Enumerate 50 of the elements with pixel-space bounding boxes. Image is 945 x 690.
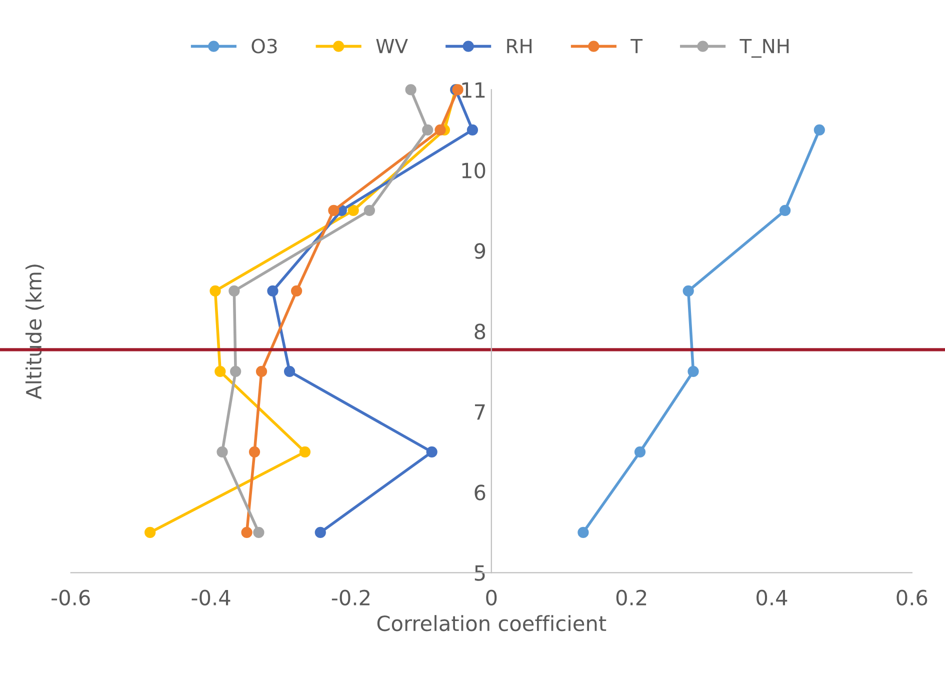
y-tick-label: 8: [474, 324, 486, 340]
x-tick-label: -0.2: [332, 590, 370, 606]
point: [248, 446, 260, 458]
x-tick-label: -0.6: [52, 590, 90, 606]
y-tick-label: 6: [474, 484, 486, 500]
y-tick-label: 9: [474, 243, 486, 259]
x-axis-title: Correlation coefficient: [377, 615, 606, 632]
point: [634, 446, 646, 458]
point: [314, 526, 326, 538]
legend-label: RH: [507, 38, 532, 54]
point: [144, 526, 156, 538]
point: [328, 204, 340, 216]
x-tick-label: 0.4: [756, 590, 788, 606]
x-tick-label: 0.6: [896, 590, 928, 606]
point: [348, 204, 359, 216]
point: [210, 285, 221, 297]
point: [814, 124, 825, 136]
y-axis-title: Altitude (km): [25, 264, 44, 400]
x-tick-label: -0.4: [192, 590, 230, 606]
point: [230, 366, 242, 378]
point: [426, 446, 438, 458]
point: [267, 285, 278, 297]
point: [284, 366, 296, 378]
point: [780, 204, 791, 216]
point: [405, 84, 416, 96]
point: [466, 124, 478, 136]
legend-label: WV: [376, 38, 408, 54]
point: [228, 285, 240, 297]
point: [256, 366, 268, 378]
point: [214, 366, 226, 378]
point: [299, 446, 311, 458]
legend-label: T_NH: [740, 38, 789, 58]
point: [434, 124, 446, 136]
point: [364, 204, 376, 216]
point: [682, 285, 694, 297]
legend-label: O3: [252, 38, 277, 54]
point: [422, 124, 434, 136]
point: [216, 446, 228, 458]
y-tick-label: 10: [462, 162, 486, 178]
x-tick-label: 0.2: [616, 590, 646, 606]
x-tick-label: 0: [486, 590, 497, 606]
y-tick-label: 7: [474, 404, 485, 420]
y-tick-label: 5: [474, 565, 485, 581]
legend-label: T: [630, 38, 643, 54]
point: [241, 526, 252, 538]
y-tick-label: 11: [462, 82, 485, 98]
point: [578, 526, 589, 538]
point: [253, 526, 264, 538]
point: [291, 285, 302, 297]
point: [688, 366, 699, 378]
